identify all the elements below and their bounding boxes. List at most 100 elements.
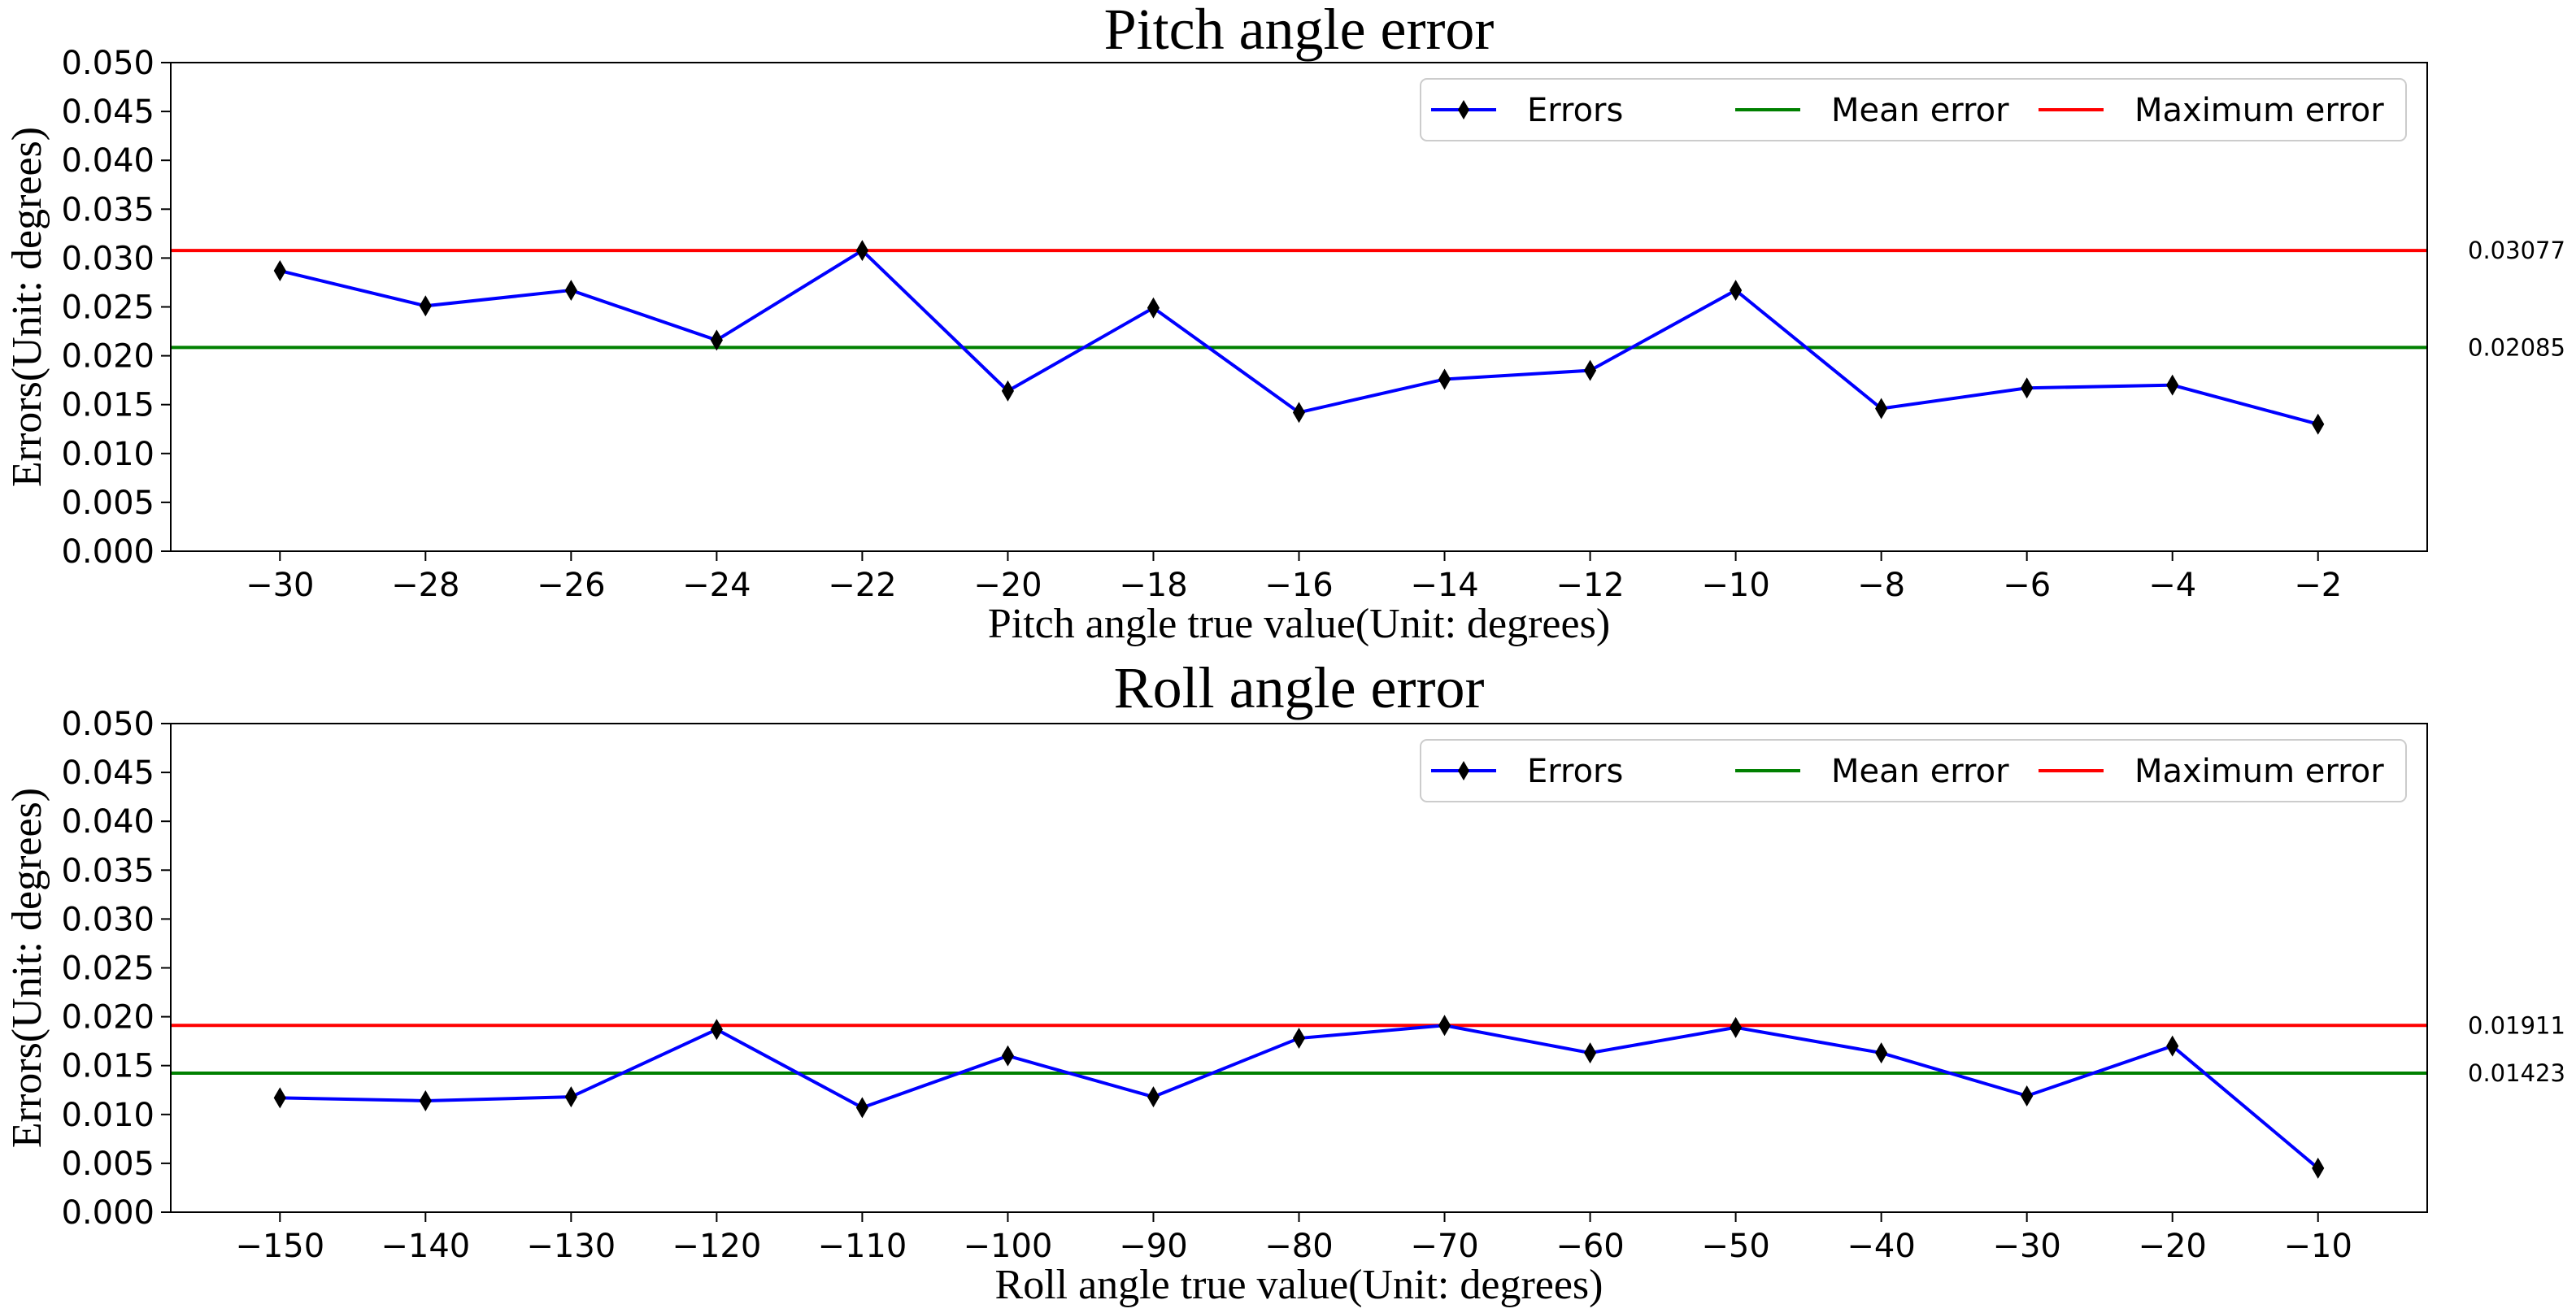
errors-point [1438,1015,1451,1037]
y-tick-label: 0.010 [61,1097,154,1134]
errors-point [1730,1016,1743,1038]
x-tick-label: −80 [1264,1228,1333,1265]
y-tick-label: 0.000 [61,1194,154,1232]
errors-series-line [279,248,2319,426]
legend-item-errors-marker [1458,761,1469,780]
errors-point [1583,359,1597,381]
errors-point [564,280,577,302]
errors-point [419,295,432,317]
legend-item-mean-error-label: Mean error [1831,753,2009,790]
x-tick-label: −120 [672,1228,761,1265]
x-tick-label: −26 [537,567,605,604]
y-axis-label: Errors(Unit: degrees) [4,127,50,487]
y-tick-label: 0.045 [61,754,154,792]
y-tick-label: 0.030 [61,240,154,277]
errors-point [2312,1157,2325,1179]
max-error-annotation: 0.01911 [2468,1011,2565,1039]
errors-point [855,1097,868,1119]
x-tick-label: −4 [2148,567,2196,604]
x-tick-label: −20 [973,567,1042,604]
x-tick-label: −2 [2294,567,2342,604]
chart-title: Roll angle error [1114,655,1485,720]
y-tick-label: 0.020 [61,999,154,1037]
y-tick-label: 0.005 [61,485,154,522]
x-tick-label: −14 [1410,567,1478,604]
x-tick-label: −6 [2003,567,2051,604]
errors-point [273,260,286,282]
legend-item-maximum-error-label: Maximum error [2134,753,2384,790]
errors-point [1875,398,1888,420]
errors-point [2312,413,2325,435]
errors-point [710,329,723,351]
y-tick-label: 0.030 [61,901,154,938]
errors-point [1875,1042,1888,1064]
x-tick-label: −18 [1119,567,1187,604]
errors-point [2021,377,2034,399]
x-tick-label: −22 [828,567,896,604]
y-tick-label: 0.000 [61,533,154,571]
y-tick-label: 0.035 [61,852,154,889]
axes-frame [170,62,2428,552]
y-tick-label: 0.045 [61,93,154,131]
x-tick-label: −16 [1264,567,1333,604]
x-tick-label: −30 [1992,1228,2060,1265]
y-tick-label: 0.005 [61,1146,154,1183]
x-tick-label: −90 [1119,1228,1187,1265]
y-tick-label: 0.025 [61,950,154,988]
x-tick-label: −150 [235,1228,324,1265]
axes-frame [170,723,2428,1213]
x-tick-label: −70 [1410,1228,1478,1265]
legend-item-errors-label: Errors [1527,92,1623,129]
errors-point [273,1087,286,1109]
y-tick-label: 0.010 [61,436,154,473]
y-tick-label: 0.050 [61,45,154,82]
chart-panel-1: Pitch angle error Pitch angle true value(… [4,0,2565,647]
x-tick-label: −28 [391,567,459,604]
x-tick-label: −50 [1701,1228,1769,1265]
x-tick-label: −100 [963,1228,1052,1265]
errors-point [2166,374,2179,396]
errors-point [2166,1035,2179,1057]
y-tick-label: 0.015 [61,1048,154,1085]
y-axis-label: Errors(Unit: degrees) [4,788,50,1148]
max-error-annotation: 0.03077 [2468,237,2565,264]
errors-point [1730,280,1743,302]
mean-error-annotation: 0.01423 [2468,1059,2565,1087]
errors-point [1438,368,1451,390]
x-tick-label: −40 [1847,1228,1915,1265]
y-tick-label: 0.015 [61,387,154,424]
legend-item-maximum-error-label: Maximum error [2134,92,2384,129]
chart-panel-2: Roll angle error Roll angle true value(Un… [4,655,2565,1308]
x-tick-label: −20 [2138,1228,2206,1265]
errors-point [1147,1086,1160,1108]
errors-point [1147,297,1160,319]
legend: Errors Mean error Maximum error [1420,739,2407,802]
x-tick-label: −140 [381,1228,470,1265]
mean-error-annotation: 0.02085 [2468,333,2565,361]
x-tick-label: −30 [246,567,314,604]
errors-point [419,1089,432,1111]
x-tick-label: −10 [1701,567,1769,604]
x-tick-label: −60 [1556,1228,1624,1265]
errors-point [855,240,868,262]
x-tick-label: −110 [817,1228,907,1265]
errors-point [1292,1028,1306,1050]
x-tick-label: −24 [682,567,751,604]
legend-box [1420,78,2407,141]
errors-point [1292,402,1306,424]
errors-point [564,1086,577,1108]
legend-item-mean-error-label: Mean error [1831,92,2009,129]
legend-item-errors-marker [1458,100,1469,120]
errors-point [1001,1045,1015,1067]
errors-point [2021,1085,2034,1106]
x-axis-label: Roll angle true value(Unit: degrees) [995,1262,1603,1308]
y-tick-label: 0.040 [61,803,154,841]
errors-point [1583,1042,1597,1064]
y-tick-label: 0.040 [61,142,154,180]
y-tick-label: 0.020 [61,338,154,376]
x-axis-label: Pitch angle true value(Unit: degrees) [988,601,1610,647]
y-tick-label: 0.025 [61,289,154,327]
errors-point [1001,380,1015,402]
x-tick-label: −10 [2284,1228,2352,1265]
